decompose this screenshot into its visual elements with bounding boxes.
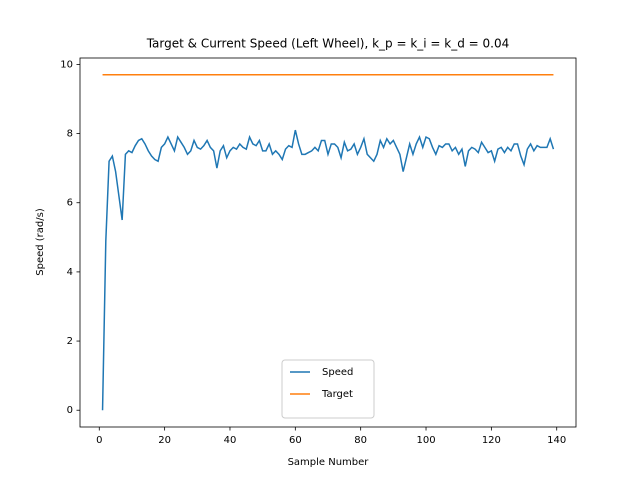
chart-title: Target & Current Speed (Left Wheel), k_p… [146,37,510,51]
x-tick-label: 140 [547,435,566,446]
y-tick-label: 6 [67,198,73,209]
legend-label: Speed [322,367,353,378]
legend-label: Target [321,389,353,400]
data-line [101,129,555,411]
y-axis-label: Speed (rad/s) [35,208,46,276]
x-tick-label: 100 [416,435,435,446]
x-tick-label: 0 [96,435,102,446]
y-tick-label: 8 [67,129,73,140]
x-tick-label: 60 [289,435,302,446]
legend-box [281,359,375,419]
x-axis-label: Sample Number [288,457,370,468]
y-tick-label: 0 [67,405,73,416]
x-tick-label: 80 [354,435,367,446]
y-tick-label: 4 [67,267,73,278]
y-tick-label: 10 [60,59,73,70]
plot-frame [79,57,577,428]
x-tick-label: 20 [158,435,171,446]
x-tick-label: 120 [482,435,501,446]
x-tick-label: 40 [224,435,237,446]
y-tick-label: 2 [67,336,73,347]
